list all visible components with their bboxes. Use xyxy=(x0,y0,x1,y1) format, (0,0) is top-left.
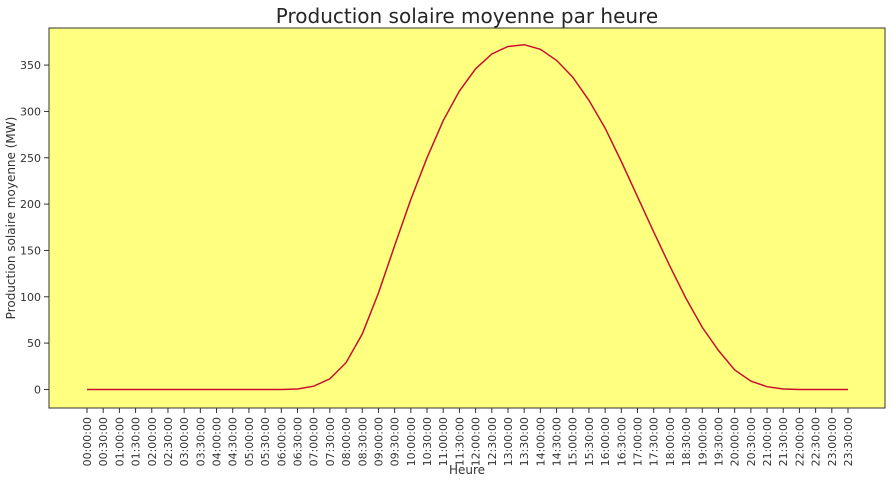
x-tick-label: 21:00:00 xyxy=(761,417,774,466)
x-tick-label: 08:00:00 xyxy=(340,417,353,466)
x-tick-label: 03:00:00 xyxy=(178,417,191,466)
x-tick-label: 16:00:00 xyxy=(599,417,612,466)
x-tick-label: 19:00:00 xyxy=(696,417,709,466)
x-axis-label: Heure xyxy=(449,463,485,477)
x-axis: 00:00:00 00:30:00 01:00:00 01:30:00 02:00:00… xyxy=(81,408,855,466)
x-tick-label: 22:30:00 xyxy=(810,417,823,466)
y-tick-label: 250 xyxy=(20,152,41,165)
x-tick-label: 05:00:00 xyxy=(243,417,256,466)
y-tick-label: 200 xyxy=(20,198,41,211)
x-tick-label: 02:00:00 xyxy=(146,417,159,466)
x-tick-label: 03:30:00 xyxy=(194,417,207,466)
x-tick-label: 00:30:00 xyxy=(97,417,110,466)
x-tick-label: 20:00:00 xyxy=(729,417,742,466)
x-tick-label: 12:00:00 xyxy=(470,417,483,466)
x-tick-label: 21:30:00 xyxy=(777,417,790,466)
series-line xyxy=(87,43,848,391)
y-tick-label: 50 xyxy=(27,337,41,350)
x-tick-label: 09:00:00 xyxy=(372,417,385,466)
y-tick-label: 0 xyxy=(34,383,41,396)
x-tick-label: 07:30:00 xyxy=(324,417,337,466)
plot-area xyxy=(48,27,886,409)
x-tick-label: 05:30:00 xyxy=(259,417,272,466)
y-tick-label: 300 xyxy=(20,105,41,118)
x-tick-label: 16:30:00 xyxy=(615,417,628,466)
x-tick-label: 14:30:00 xyxy=(551,417,564,466)
x-tick-label: 13:30:00 xyxy=(518,417,531,466)
y-tick-label: 150 xyxy=(20,244,41,257)
x-tick-label: 02:30:00 xyxy=(162,417,175,466)
x-tick-label: 09:30:00 xyxy=(389,417,402,466)
x-tick-label: 13:00:00 xyxy=(502,417,515,466)
x-tick-label: 06:30:00 xyxy=(291,417,304,466)
x-tick-label: 19:30:00 xyxy=(712,417,725,466)
x-tick-label: 20:30:00 xyxy=(745,417,758,466)
x-tick-label: 14:00:00 xyxy=(534,417,547,466)
x-tick-label: 18:00:00 xyxy=(664,417,677,466)
x-tick-label: 11:30:00 xyxy=(453,417,466,466)
x-tick-label: 01:30:00 xyxy=(130,417,143,466)
y-axis: 0 50 100 150 200 250 300 350 xyxy=(20,59,49,396)
y-axis-label: Production solaire moyenne (MW) xyxy=(4,117,18,320)
x-tick-label: 10:00:00 xyxy=(405,417,418,466)
x-tick-label: 12:30:00 xyxy=(486,417,499,466)
x-tick-label: 04:00:00 xyxy=(211,417,224,466)
y-tick-label: 100 xyxy=(20,291,41,304)
x-tick-label: 06:00:00 xyxy=(275,417,288,466)
x-tick-label: 04:30:00 xyxy=(227,417,240,466)
x-tick-label: 11:00:00 xyxy=(437,417,450,466)
x-tick-label: 15:30:00 xyxy=(583,417,596,466)
y-tick-label: 350 xyxy=(20,59,41,72)
x-tick-label: 23:30:00 xyxy=(842,417,855,466)
x-tick-label: 08:30:00 xyxy=(356,417,369,466)
x-tick-label: 23:00:00 xyxy=(826,417,839,466)
x-tick-label: 15:00:00 xyxy=(567,417,580,466)
x-tick-label: 22:00:00 xyxy=(793,417,806,466)
x-tick-label: 00:00:00 xyxy=(81,417,94,466)
x-tick-label: 17:30:00 xyxy=(648,417,661,466)
x-tick-label: 18:30:00 xyxy=(680,417,693,466)
chart-title: Production solaire moyenne par heure xyxy=(276,4,658,28)
x-tick-label: 10:30:00 xyxy=(421,417,434,466)
x-tick-label: 07:00:00 xyxy=(308,417,321,466)
x-tick-label: 17:00:00 xyxy=(632,417,645,466)
x-tick-label: 01:00:00 xyxy=(113,417,126,466)
